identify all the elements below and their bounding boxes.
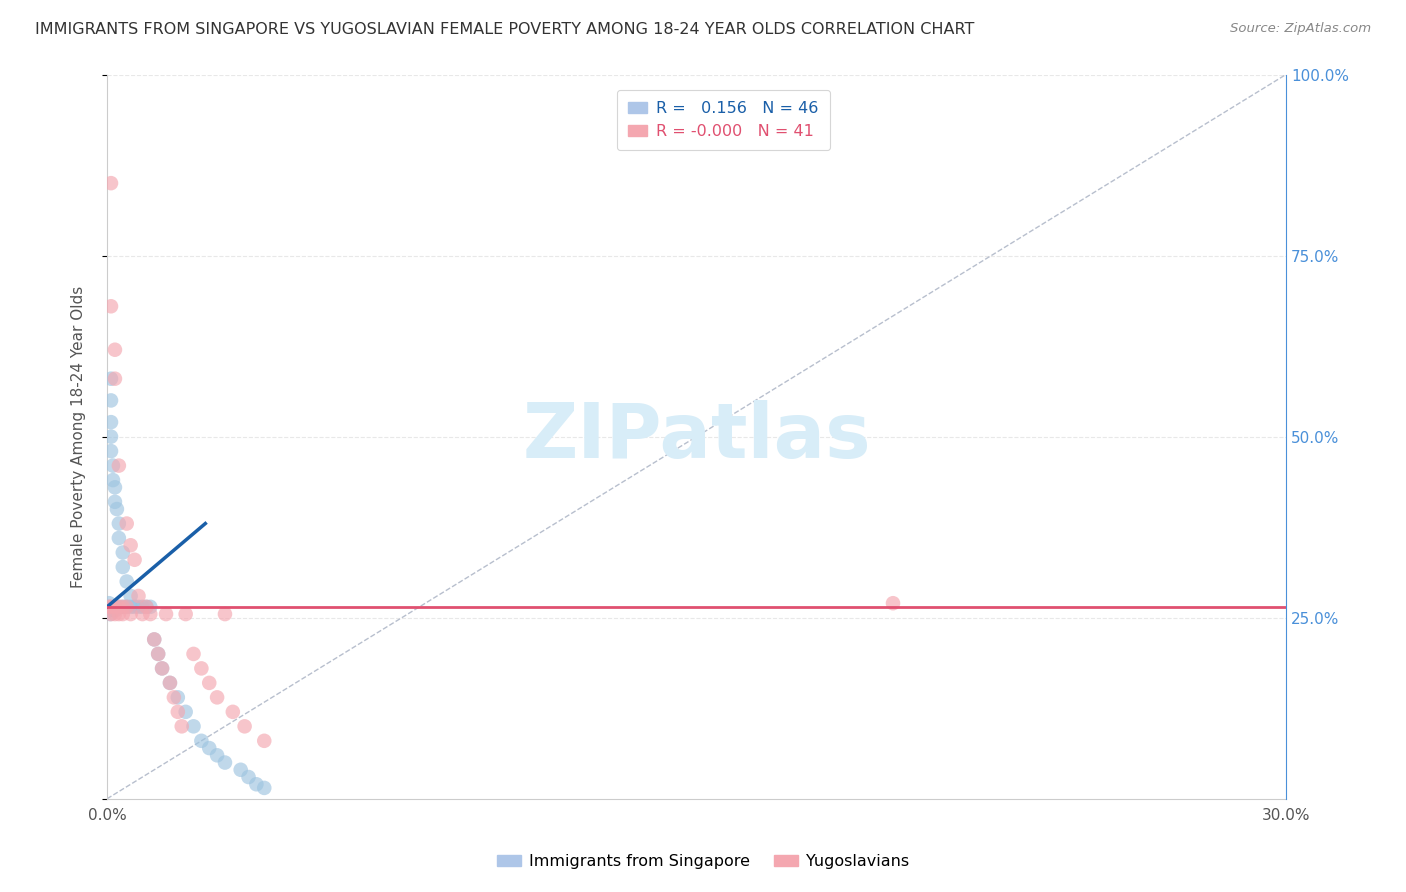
Point [128, 599, 150, 614]
Text: IMMIGRANTS FROM SINGAPORE VS YUGOSLAVIAN FEMALE POVERTY AMONG 18-24 YEAR OLDS CO: IMMIGRANTS FROM SINGAPORE VS YUGOSLAVIAN… [35, 22, 974, 37]
Legend: Immigrants from Singapore, Yugoslavians: Immigrants from Singapore, Yugoslavians [491, 847, 915, 875]
Point [105, 502, 128, 516]
Point [135, 599, 157, 614]
Y-axis label: Female Poverty Among 18-24 Year Olds: Female Poverty Among 18-24 Year Olds [72, 285, 86, 588]
Point [214, 756, 236, 770]
Point [124, 599, 146, 614]
Point [115, 599, 138, 614]
Point [159, 676, 181, 690]
Point [104, 603, 127, 617]
Point [183, 647, 205, 661]
Point [100, 599, 122, 614]
Point [146, 647, 169, 661]
Point [166, 690, 188, 705]
Point [174, 607, 197, 621]
Point [222, 705, 245, 719]
Point [100, 607, 122, 621]
Point [139, 607, 162, 621]
Point [111, 560, 134, 574]
Point [108, 607, 131, 621]
Point [120, 607, 142, 621]
Point [198, 676, 221, 690]
Point [155, 607, 177, 621]
Point [98, 607, 121, 621]
Point [100, 415, 122, 429]
Point [238, 770, 260, 784]
Point [198, 741, 221, 756]
Point [100, 393, 122, 408]
Point [174, 705, 197, 719]
Point [205, 748, 228, 763]
Point [104, 372, 127, 386]
Point [104, 599, 127, 614]
Point [100, 299, 122, 313]
Point [101, 458, 124, 473]
Point [143, 632, 166, 647]
Point [104, 343, 127, 357]
Point [882, 596, 904, 610]
Point [163, 690, 186, 705]
Point [139, 599, 162, 614]
Point [108, 599, 131, 614]
Point [104, 607, 127, 621]
Point [100, 430, 122, 444]
Point [115, 516, 138, 531]
Point [111, 607, 134, 621]
Legend: R =   0.156   N = 46, R = -0.000   N = 41: R = 0.156 N = 46, R = -0.000 N = 41 [616, 90, 830, 150]
Point [104, 480, 127, 494]
Point [135, 599, 157, 614]
Point [98, 603, 121, 617]
Point [183, 719, 205, 733]
Point [131, 599, 153, 614]
Point [150, 661, 173, 675]
Point [150, 661, 173, 675]
Point [100, 176, 122, 190]
Point [101, 473, 124, 487]
Point [205, 690, 228, 705]
Point [190, 661, 212, 675]
Point [100, 372, 122, 386]
Point [108, 516, 131, 531]
Point [111, 545, 134, 559]
Point [253, 734, 276, 748]
Point [190, 734, 212, 748]
Text: Source: ZipAtlas.com: Source: ZipAtlas.com [1230, 22, 1371, 36]
Point [120, 589, 142, 603]
Point [108, 531, 131, 545]
Point [108, 599, 131, 614]
Point [108, 458, 131, 473]
Point [253, 780, 276, 795]
Point [104, 599, 127, 614]
Point [143, 632, 166, 647]
Point [98, 599, 121, 614]
Point [111, 599, 134, 614]
Point [120, 599, 142, 614]
Point [111, 599, 134, 614]
Point [128, 589, 150, 603]
Point [131, 607, 153, 621]
Point [229, 763, 252, 777]
Point [159, 676, 181, 690]
Point [100, 444, 122, 458]
Point [214, 607, 236, 621]
Point [120, 538, 142, 552]
Text: ZIPatlas: ZIPatlas [522, 400, 870, 474]
Point [124, 553, 146, 567]
Point [146, 647, 169, 661]
Point [115, 599, 138, 614]
Point [233, 719, 256, 733]
Point [166, 705, 188, 719]
Point [98, 599, 121, 614]
Point [170, 719, 193, 733]
Point [104, 495, 127, 509]
Point [245, 777, 267, 791]
Point [115, 574, 138, 589]
Point [98, 596, 121, 610]
